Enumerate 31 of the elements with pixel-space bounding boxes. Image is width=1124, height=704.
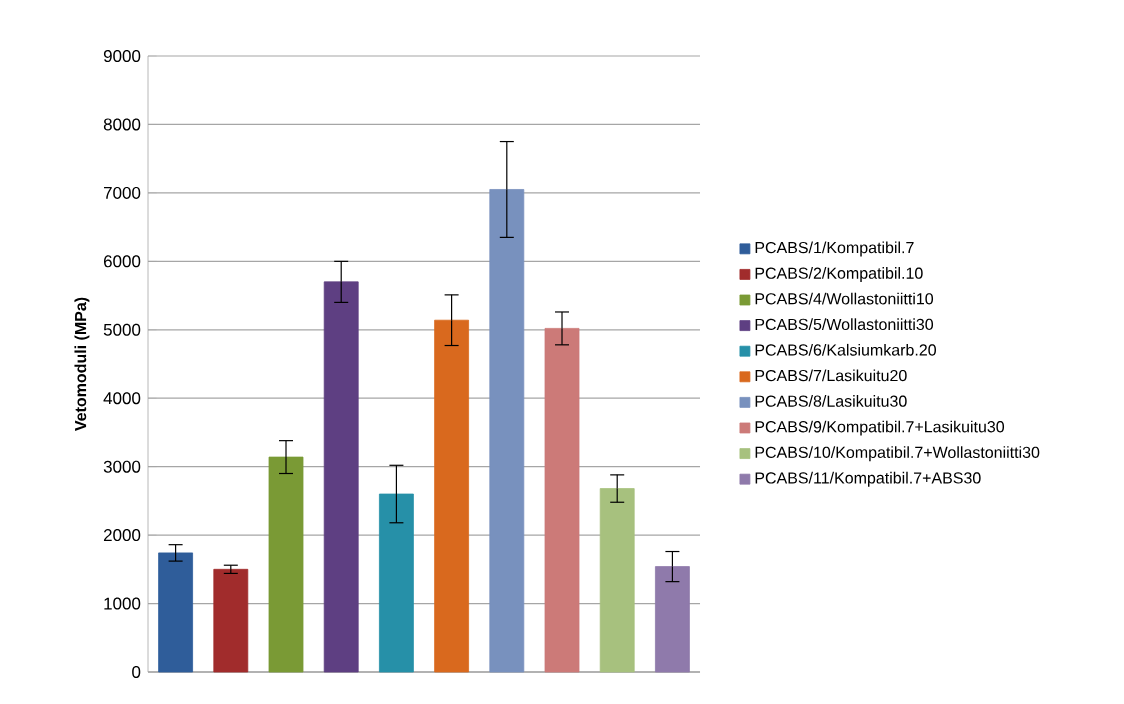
y-tick-label: 9000 [103,50,141,63]
legend-label: PCABS/8/Lasikuitu30 [755,395,907,407]
bar [158,552,194,673]
bar [434,319,469,673]
legend-label: PCABS/6/Kalsiumkarb.20 [755,343,936,356]
legend-label: PCABS/9/Kompatibil.7+Lasikuitu30 [755,420,1005,436]
legend-label: PCABS/2/Kompatibil.10 [755,267,923,283]
bar [379,493,414,673]
y-tick-label: 5000 [103,323,141,336]
bar [268,456,304,673]
y-tick-label: 8000 [103,118,141,131]
bar [544,328,580,673]
bar [489,189,525,673]
legend-label: PCABS/11/Kompatibil.7+ABS30 [755,471,981,487]
bar [323,281,359,673]
y-tick-label: 7000 [104,186,141,199]
bar [599,488,635,673]
y-tick-label: 6000 [104,255,141,268]
y-tick-label: 4000 [103,392,141,405]
legend-label: PCABS/4/Wollastoniitti10 [755,292,934,305]
y-tick-label: 0 [132,665,141,678]
legend-label: PCABS/10/Kompatibil.7+Wollastoniitti30 [755,446,1040,462]
y-axis-title: Vetomoduli (MPa) [74,297,90,432]
legend-label: PCABS/1/Kompatibil.7 [755,241,914,257]
y-tick-label: 3000 [103,460,141,473]
y-tick-label: 2000 [103,529,141,542]
bar [655,566,690,673]
bar [213,568,249,673]
y-tick-label: 1000 [104,597,141,610]
legend-label: PCABS/5/Wollastoniitti30 [755,318,934,331]
legend-label: PCABS/7/Lasikuitu20 [755,369,907,382]
